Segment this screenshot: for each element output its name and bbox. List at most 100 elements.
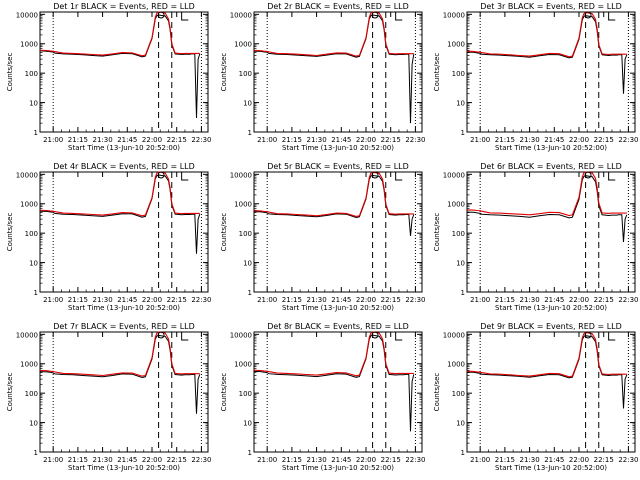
x-tick-label: 21:00 (257, 456, 277, 464)
x-tick-label: 22:00 (569, 296, 589, 304)
lld-series-line (39, 171, 200, 217)
x-tick-label: 22:30 (618, 136, 638, 144)
x-tick-label: 22:15 (594, 296, 614, 304)
x-tick-label: 22:00 (569, 136, 589, 144)
x-axis-label: Start Time (13-Jun-10 20:52:00) (68, 304, 180, 312)
bracket-marker (181, 172, 189, 181)
x-tick-label: 21:45 (117, 296, 137, 304)
y-tick-label: 100 (452, 230, 465, 238)
detector-panel: Det 6r BLACK = Events, RED = LLD 1 10 100 10… (433, 162, 639, 312)
peak-marker (584, 11, 592, 19)
peak-marker (371, 171, 379, 179)
y-tick-label: 100 (239, 70, 252, 78)
y-tick-label: 1000 (20, 201, 38, 209)
detector-panel: Det 9r BLACK = Events, RED = LLD 1 10 100 10… (433, 322, 639, 472)
y-tick-label: 10000 (443, 11, 465, 19)
y-tick-label: 1000 (234, 201, 252, 209)
y-tick-label: 10000 (230, 171, 252, 179)
y-tick-label: 1 (248, 129, 252, 137)
x-axis-label: Start Time (13-Jun-10 20:52:00) (495, 464, 607, 472)
y-tick-label: 10000 (443, 331, 465, 339)
x-tick-label: 21:45 (544, 456, 564, 464)
x-tick-label: 21:30 (92, 296, 112, 304)
y-tick-label: 100 (452, 390, 465, 398)
y-tick-label: 1000 (447, 361, 465, 369)
x-tick-label: 21:45 (331, 456, 351, 464)
x-axis-label: Start Time (13-Jun-10 20:52:00) (68, 144, 180, 152)
plot-frame (39, 331, 209, 453)
x-tick-label: 21:15 (282, 296, 302, 304)
detector-panel: Det 3r BLACK = Events, RED = LLD 1 10 100 10… (433, 2, 639, 152)
x-axis-label: Start Time (13-Jun-10 20:52:00) (282, 304, 394, 312)
panel-title: Det 2r BLACK = Events, RED = LLD (267, 2, 409, 11)
x-tick-label: 21:15 (68, 456, 88, 464)
x-tick-label: 21:15 (282, 456, 302, 464)
panel-title: Det 6r BLACK = Events, RED = LLD (480, 162, 622, 171)
y-tick-label: 1 (461, 449, 465, 457)
y-tick-label: 100 (239, 230, 252, 238)
x-tick-label: 21:30 (92, 456, 112, 464)
y-tick-label: 100 (25, 230, 38, 238)
x-tick-label: 21:45 (544, 296, 564, 304)
x-axis-label: Start Time (13-Jun-10 20:52:00) (282, 464, 394, 472)
y-tick-label: 100 (452, 70, 465, 78)
x-tick-label: 22:30 (405, 136, 425, 144)
plot-frame (39, 11, 209, 133)
y-tick-label: 1000 (447, 201, 465, 209)
y-tick-label: 10 (243, 260, 252, 268)
x-tick-label: 21:30 (519, 456, 539, 464)
peak-marker (371, 331, 379, 339)
x-tick-label: 21:45 (544, 136, 564, 144)
bracket-marker (181, 332, 189, 341)
peak-marker (584, 331, 592, 339)
x-tick-label: 21:15 (495, 136, 515, 144)
x-tick-label: 22:15 (594, 456, 614, 464)
x-tick-label: 22:30 (191, 456, 211, 464)
plot-frame (39, 171, 209, 293)
plot-frame (466, 171, 636, 293)
x-tick-label: 22:15 (167, 136, 187, 144)
bracket-marker (395, 12, 403, 21)
x-tick-label: 22:00 (142, 296, 162, 304)
x-tick-label: 21:00 (43, 456, 63, 464)
y-tick-label: 1 (34, 129, 38, 137)
x-tick-label: 22:15 (381, 296, 401, 304)
lld-series-line (253, 331, 414, 377)
y-axis-label: Counts/sec (220, 53, 228, 92)
y-tick-label: 10000 (443, 171, 465, 179)
detector-panel: Det 4r BLACK = Events, RED = LLD 1 10 100 10… (6, 162, 212, 312)
x-tick-label: 21:15 (282, 136, 302, 144)
x-tick-label: 21:00 (43, 136, 63, 144)
x-tick-label: 21:45 (117, 456, 137, 464)
plot-frame (253, 11, 423, 133)
y-axis-label: Counts/sec (6, 213, 14, 252)
x-tick-label: 21:45 (331, 136, 351, 144)
x-axis-label: Start Time (13-Jun-10 20:52:00) (495, 304, 607, 312)
y-tick-label: 10 (456, 420, 465, 428)
y-tick-label: 10 (456, 100, 465, 108)
y-axis-label: Counts/sec (220, 213, 228, 252)
x-tick-label: 21:30 (519, 136, 539, 144)
x-tick-label: 22:15 (381, 136, 401, 144)
y-tick-label: 10 (243, 420, 252, 428)
x-tick-label: 22:00 (356, 456, 376, 464)
x-tick-label: 22:15 (594, 136, 614, 144)
y-tick-label: 1000 (447, 41, 465, 49)
lld-series-line (466, 331, 627, 378)
lld-series-line (39, 11, 200, 57)
bracket-marker (395, 172, 403, 181)
x-tick-label: 22:00 (142, 136, 162, 144)
bracket-marker (181, 12, 189, 21)
x-tick-label: 22:30 (405, 456, 425, 464)
x-tick-label: 22:15 (381, 456, 401, 464)
x-tick-label: 22:30 (405, 296, 425, 304)
y-tick-label: 1000 (20, 361, 38, 369)
x-tick-label: 21:30 (306, 136, 326, 144)
peak-marker (157, 331, 165, 339)
x-tick-label: 21:15 (495, 456, 515, 464)
panel-title: Det 3r BLACK = Events, RED = LLD (480, 2, 622, 11)
y-tick-label: 1 (248, 449, 252, 457)
x-tick-label: 21:00 (470, 456, 490, 464)
y-tick-label: 1 (34, 449, 38, 457)
